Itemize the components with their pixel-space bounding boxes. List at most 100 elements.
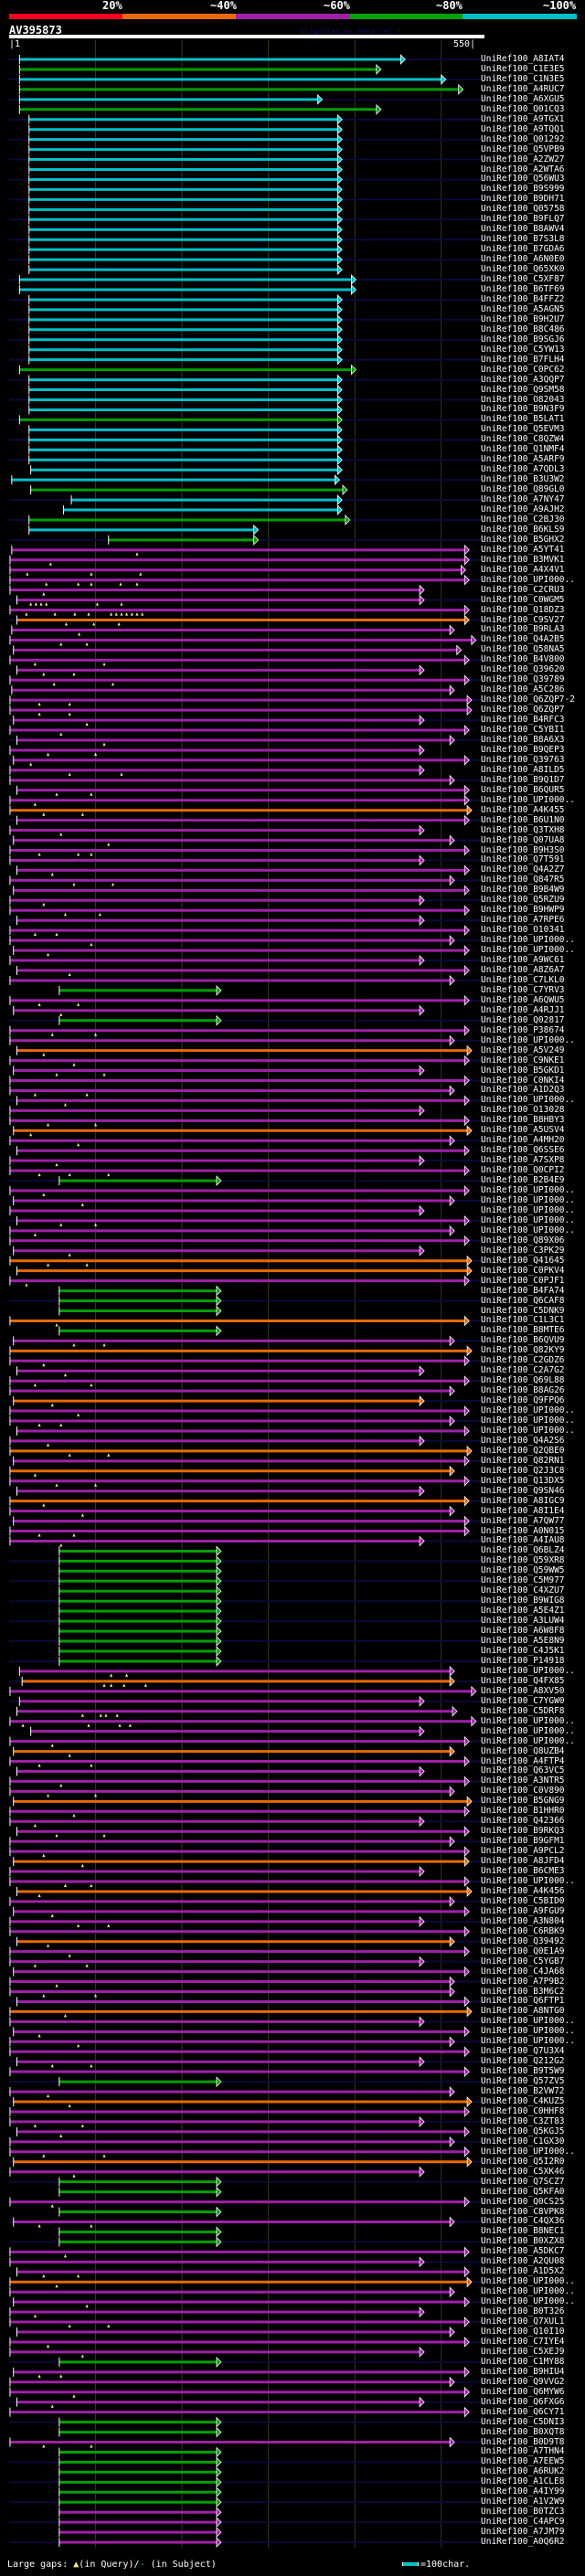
hit-label[interactable]: UniRef100_UPI000..: [481, 1095, 575, 1106]
hit-label[interactable]: UniRef100_B9RLA3: [481, 624, 565, 635]
hit-label[interactable]: UniRef100_UPI000..: [481, 1875, 575, 1886]
hit-label[interactable]: UniRef100_UPI000..: [481, 1715, 575, 1726]
hit-label[interactable]: UniRef100_Q07UA8: [481, 834, 565, 845]
hit-label[interactable]: UniRef100_Q6BLZ4: [481, 1545, 565, 1556]
hit-label[interactable]: UniRef100_Q7XUL1: [481, 2316, 565, 2327]
hit-label[interactable]: UniRef100_P14918: [481, 1655, 565, 1666]
hit-label[interactable]: UniRef100_B9Q1D7: [481, 774, 565, 785]
hit-label[interactable]: UniRef100_B4V800: [481, 654, 565, 665]
hit-label[interactable]: UniRef100_C5XK46: [481, 2166, 565, 2177]
hit-label[interactable]: UniRef100_Q8UZB4: [481, 1745, 565, 1756]
hit-label[interactable]: UniRef100_B4FA74: [481, 1285, 565, 1296]
hit-label[interactable]: UniRef100_Q6CY71: [481, 2406, 565, 2417]
hit-label[interactable]: UniRef100_A1D2Q3: [481, 1085, 565, 1096]
hit-label[interactable]: UniRef100_Q65XK0: [481, 264, 565, 275]
hit-label[interactable]: UniRef100_C5BID0: [481, 1895, 565, 1906]
hit-label[interactable]: UniRef100_Q57ZV5: [481, 2076, 565, 2087]
hit-label[interactable]: UniRef100_B8MTE6: [481, 1325, 565, 1336]
hit-label[interactable]: UniRef100_Q7T591: [481, 854, 565, 865]
hit-label[interactable]: UniRef100_Q56WU3: [481, 174, 565, 185]
hit-label[interactable]: UniRef100_B8HBY3: [481, 1115, 565, 1126]
hit-label[interactable]: UniRef100_Q82RN1: [481, 1455, 565, 1466]
hit-label[interactable]: UniRef100_B2VW72: [481, 2086, 565, 2097]
hit-label[interactable]: UniRef100_A5E4Z1: [481, 1606, 565, 1617]
hit-label[interactable]: UniRef100_Q39620: [481, 664, 565, 675]
hit-label[interactable]: UniRef100_Q39763: [481, 754, 565, 765]
hit-label[interactable]: UniRef100_B6CME3: [481, 1866, 565, 1877]
hit-label[interactable]: UniRef100_UPI000..: [481, 2296, 575, 2307]
hit-label[interactable]: UniRef100_A8JFD4: [481, 1856, 565, 1867]
hit-label[interactable]: UniRef100_Q5KFA0: [481, 2186, 565, 2197]
hit-label[interactable]: UniRef100_C0HHF8: [481, 2105, 565, 2116]
hit-label[interactable]: UniRef100_Q0CPI2: [481, 1165, 565, 1176]
hit-label[interactable]: UniRef100_Q3TXH8: [481, 824, 565, 835]
hit-label[interactable]: UniRef100_Q01CQ3: [481, 103, 565, 114]
hit-label[interactable]: UniRef100_B9H2U7: [481, 313, 565, 324]
hit-label[interactable]: UniRef100_UPI000..: [481, 1405, 575, 1416]
hit-label[interactable]: UniRef100_Q847R5: [481, 875, 565, 885]
hit-label[interactable]: UniRef100_A4IY99: [481, 2486, 565, 2497]
hit-label[interactable]: UniRef100_A7JM79: [481, 2527, 565, 2538]
hit-label[interactable]: UniRef100_UPI000..: [481, 1204, 575, 1215]
hit-label[interactable]: UniRef100_A7SXP8: [481, 1155, 565, 1166]
hit-label[interactable]: UniRef100_Q39492: [481, 1935, 565, 1946]
hit-label[interactable]: UniRef100_A3N804: [481, 1915, 565, 1926]
hit-label[interactable]: UniRef100_C0PC62: [481, 364, 565, 375]
hit-label[interactable]: UniRef100_Q6ZQP7: [481, 705, 565, 716]
hit-label[interactable]: UniRef100_Q6ZQP7-2: [481, 694, 575, 705]
hit-label[interactable]: UniRef100_B3MVK1: [481, 554, 565, 565]
hit-label[interactable]: UniRef100_B6QUR5: [481, 784, 565, 795]
hit-label[interactable]: UniRef100_C0NKI4: [481, 1075, 565, 1086]
hit-label[interactable]: UniRef100_C1L3C1: [481, 1315, 565, 1326]
hit-label[interactable]: UniRef100_B9H3S0: [481, 844, 565, 855]
hit-label[interactable]: UniRef100_UPI000..: [481, 1425, 575, 1436]
hit-label[interactable]: UniRef100_B8AG26: [481, 1385, 565, 1396]
hit-label[interactable]: UniRef100_Q9FPQ6: [481, 1395, 565, 1406]
hit-label[interactable]: UniRef100_UPI000..: [481, 2276, 575, 2287]
hit-label[interactable]: UniRef100_C0PKV4: [481, 1265, 565, 1276]
hit-label[interactable]: UniRef100_A9WC61: [481, 955, 565, 966]
hit-label[interactable]: UniRef100_B3U3W2: [481, 474, 565, 485]
hit-label[interactable]: UniRef100_B9GFM1: [481, 1836, 565, 1847]
hit-label[interactable]: UniRef100_C2A7G2: [481, 1365, 565, 1376]
hit-label[interactable]: UniRef100_B5LAT1: [481, 414, 565, 425]
hit-label[interactable]: UniRef100_Q2QBE0: [481, 1445, 565, 1456]
hit-label[interactable]: UniRef100_Q18DZ3: [481, 604, 565, 615]
hit-label[interactable]: UniRef100_Q01292: [481, 133, 565, 144]
hit-label[interactable]: UniRef100_Q82KY9: [481, 1345, 565, 1356]
hit-label[interactable]: UniRef100_B3M6C2: [481, 1986, 565, 1997]
hit-label[interactable]: UniRef100_UPI000..: [481, 1665, 575, 1676]
hit-label[interactable]: UniRef100_A6W8F8: [481, 1626, 565, 1637]
hit-label[interactable]: UniRef100_C4JA68: [481, 1966, 565, 1977]
hit-label[interactable]: UniRef100_Q10I10: [481, 2327, 565, 2337]
hit-label[interactable]: UniRef100_Q9VVG2: [481, 2376, 565, 2387]
hit-label[interactable]: UniRef100_O10341: [481, 925, 565, 936]
hit-label[interactable]: UniRef100_UPI000..: [481, 2026, 575, 2037]
hit-label[interactable]: UniRef100_C6RBK9: [481, 1925, 565, 1936]
hit-label[interactable]: UniRef100_B9DH71: [481, 194, 565, 205]
hit-label[interactable]: UniRef100_B0XZX8: [481, 2236, 565, 2247]
hit-label[interactable]: UniRef100_O82043: [481, 394, 565, 405]
hit-label[interactable]: UniRef100_Q212G2: [481, 2056, 565, 2067]
hit-label[interactable]: UniRef100_B6TF69: [481, 283, 565, 294]
hit-label[interactable]: UniRef100_B7GDA6: [481, 244, 565, 255]
hit-label[interactable]: UniRef100_UPI000..: [481, 1224, 575, 1235]
hit-label[interactable]: UniRef100_C0PJF1: [481, 1275, 565, 1286]
hit-label[interactable]: UniRef100_UPI000..: [481, 935, 575, 946]
hit-label[interactable]: UniRef100_A7NY47: [481, 494, 565, 505]
hit-label[interactable]: UniRef100_B4RFC3: [481, 715, 565, 726]
hit-label[interactable]: UniRef100_UPI000..: [481, 574, 575, 585]
hit-label[interactable]: UniRef100_UPI000..: [481, 1725, 575, 1736]
hit-label[interactable]: UniRef100_B6QVU9: [481, 1335, 565, 1346]
hit-label[interactable]: UniRef100_A3QQP7: [481, 374, 565, 385]
hit-label[interactable]: UniRef100_C4KUZ5: [481, 2096, 565, 2107]
hit-label[interactable]: UniRef100_UPI000..: [481, 2286, 575, 2297]
hit-label[interactable]: UniRef100_B8C486: [481, 323, 565, 334]
hit-label[interactable]: UniRef100_A5C286: [481, 684, 565, 695]
hit-label[interactable]: UniRef100_Q6FXG6: [481, 2396, 565, 2407]
hit-label[interactable]: UniRef100_A8Z6A7: [481, 964, 565, 975]
hit-label[interactable]: UniRef100_A1D5X2: [481, 2266, 565, 2277]
hit-label[interactable]: UniRef100_Q5EVM3: [481, 424, 565, 435]
hit-label[interactable]: UniRef100_B9HWP9: [481, 905, 565, 916]
hit-label[interactable]: UniRef100_Q6MYW6: [481, 2386, 565, 2397]
